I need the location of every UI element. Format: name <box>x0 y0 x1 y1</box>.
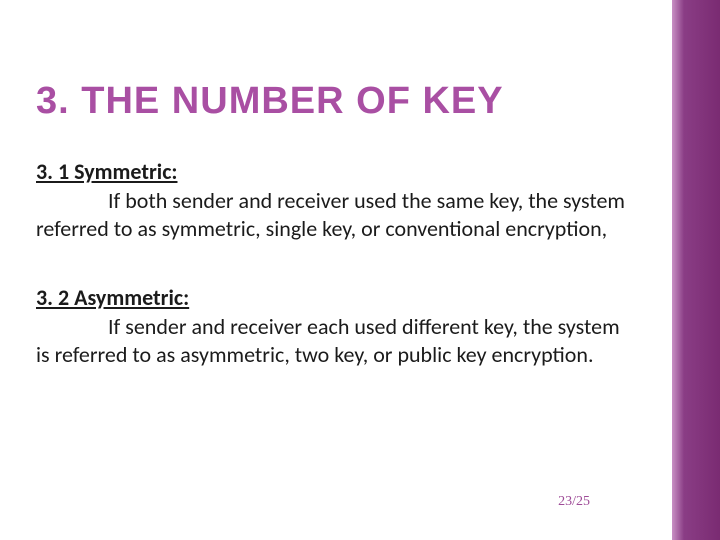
section-heading: 3. 2 Asymmetric: <box>36 284 636 311</box>
slide: 3. THE NUMBER OF KEY 3. 1 Symmetric: If … <box>0 0 720 540</box>
section-heading: 3. 1 Symmetric: <box>36 158 636 185</box>
slide-title: 3. THE NUMBER OF KEY <box>36 80 504 123</box>
section-body-text: If both sender and receiver used the sam… <box>36 187 625 242</box>
page-number: 23/25 <box>558 494 590 510</box>
section-body: If sender and receiver each used differe… <box>36 313 636 368</box>
slide-content: 3. 1 Symmetric: If both sender and recei… <box>36 158 636 410</box>
section-body-text: If sender and receiver each used differe… <box>36 313 620 368</box>
section-body: If both sender and receiver used the sam… <box>36 187 636 242</box>
sidebar-decoration <box>672 0 720 540</box>
